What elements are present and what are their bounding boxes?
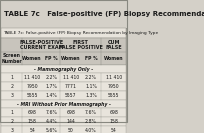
Text: Women: Women bbox=[104, 56, 123, 61]
Text: FP %: FP % bbox=[45, 56, 58, 61]
Text: 7771: 7771 bbox=[65, 84, 77, 89]
Bar bbox=[1, 117, 126, 126]
Text: 2.8%: 2.8% bbox=[85, 119, 97, 124]
Bar bbox=[1, 82, 126, 91]
Text: Screen
Number: Screen Number bbox=[1, 53, 22, 64]
Text: 4.4%: 4.4% bbox=[45, 119, 57, 124]
Text: 1.1%: 1.1% bbox=[85, 84, 97, 89]
Text: 54: 54 bbox=[29, 128, 35, 133]
Text: 5555: 5555 bbox=[108, 93, 119, 98]
Text: 698: 698 bbox=[109, 110, 118, 115]
Text: 5.6%: 5.6% bbox=[45, 128, 57, 133]
Text: - Mammography Only -: - Mammography Only - bbox=[34, 66, 93, 72]
Text: 2: 2 bbox=[10, 84, 13, 89]
Text: 144: 144 bbox=[66, 119, 75, 124]
Bar bbox=[1, 65, 126, 73]
Text: - MRI Without Prior Mammography -: - MRI Without Prior Mammography - bbox=[17, 102, 111, 107]
Text: 1.3%: 1.3% bbox=[85, 93, 97, 98]
Text: Women: Women bbox=[61, 56, 81, 61]
Text: 2: 2 bbox=[10, 119, 13, 124]
Text: 2.2%: 2.2% bbox=[85, 75, 97, 80]
Text: FALSE-POSITIVE
CURRENT EXAM: FALSE-POSITIVE CURRENT EXAM bbox=[19, 40, 63, 50]
Bar bbox=[1, 28, 126, 38]
Text: 5557: 5557 bbox=[65, 93, 76, 98]
Text: CUM
FALSE: CUM FALSE bbox=[105, 40, 122, 50]
Text: 1: 1 bbox=[10, 110, 13, 115]
Bar bbox=[1, 126, 126, 133]
Text: 7950: 7950 bbox=[26, 84, 38, 89]
Bar bbox=[1, 108, 126, 117]
Bar bbox=[1, 91, 126, 100]
Text: 11 410: 11 410 bbox=[63, 75, 79, 80]
Text: 1.4%: 1.4% bbox=[45, 93, 57, 98]
Text: 4.0%: 4.0% bbox=[85, 128, 97, 133]
Text: 3: 3 bbox=[10, 93, 13, 98]
Text: 698: 698 bbox=[28, 110, 37, 115]
Bar bbox=[1, 28, 126, 121]
Bar bbox=[1, 38, 126, 65]
Text: 11 410: 11 410 bbox=[105, 75, 122, 80]
Text: 11 410: 11 410 bbox=[24, 75, 40, 80]
Text: 2.2%: 2.2% bbox=[45, 75, 57, 80]
Text: 50: 50 bbox=[68, 128, 74, 133]
Bar bbox=[1, 100, 126, 108]
Text: Women: Women bbox=[22, 56, 42, 61]
Text: 7.6%: 7.6% bbox=[45, 110, 57, 115]
Text: 1: 1 bbox=[10, 75, 13, 80]
Text: 158: 158 bbox=[109, 119, 118, 124]
Text: 54: 54 bbox=[111, 128, 116, 133]
Text: 1.7%: 1.7% bbox=[45, 84, 57, 89]
Bar bbox=[0, 0, 127, 28]
Bar bbox=[1, 73, 126, 82]
Text: 3: 3 bbox=[10, 128, 13, 133]
Text: FIRST
FALSE POSITIVE: FIRST FALSE POSITIVE bbox=[59, 40, 103, 50]
Text: 158: 158 bbox=[28, 119, 37, 124]
Text: TABLE 7c   False-positive (FP) Biopsy Recommendation by: TABLE 7c False-positive (FP) Biopsy Reco… bbox=[4, 11, 204, 17]
Text: 698: 698 bbox=[66, 110, 75, 115]
Text: TABLE 7c: False-positive (FP) Biopsy Recommendation by Imaging Type: TABLE 7c: False-positive (FP) Biopsy Rec… bbox=[2, 31, 158, 35]
Text: FP %: FP % bbox=[85, 56, 98, 61]
Text: 7950: 7950 bbox=[108, 84, 120, 89]
Text: 7.6%: 7.6% bbox=[85, 110, 97, 115]
Text: 5555: 5555 bbox=[26, 93, 38, 98]
